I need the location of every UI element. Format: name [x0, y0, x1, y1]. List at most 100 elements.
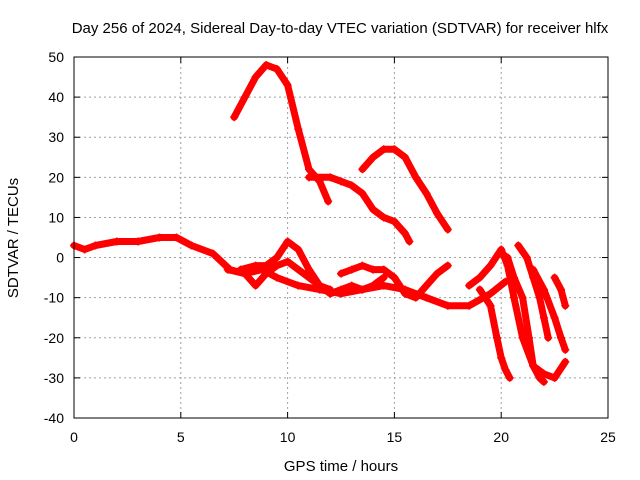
- y-tick-label: -40: [44, 410, 64, 426]
- data-point: [550, 313, 559, 322]
- data-point: [251, 261, 260, 270]
- data-point: [347, 265, 356, 274]
- data-point: [187, 241, 196, 250]
- data-point: [557, 285, 566, 294]
- data-point: [561, 357, 570, 366]
- data-point: [443, 261, 452, 270]
- data-point: [465, 301, 474, 310]
- data-point: [358, 189, 367, 198]
- data-point: [497, 353, 506, 362]
- data-point: [262, 61, 271, 70]
- data-point: [539, 285, 548, 294]
- data-point: [524, 333, 533, 342]
- data-point: [326, 285, 335, 294]
- data-point: [324, 197, 333, 206]
- data-point: [401, 153, 410, 162]
- plot-frame: [73, 56, 609, 419]
- data-point: [561, 345, 570, 354]
- data-point: [294, 245, 303, 254]
- data-point: [550, 273, 559, 282]
- data-point: [557, 333, 566, 342]
- data-point: [379, 273, 388, 282]
- data-point: [401, 229, 410, 238]
- data-point: [369, 153, 378, 162]
- data-series: [70, 61, 570, 386]
- data-point: [369, 205, 378, 214]
- data-point: [294, 125, 303, 134]
- data-point: [304, 173, 313, 182]
- y-tick-label: -10: [44, 290, 64, 306]
- data-point: [358, 285, 367, 294]
- data-point: [529, 265, 538, 274]
- data-point: [475, 285, 484, 294]
- data-point: [422, 189, 431, 198]
- data-point: [369, 265, 378, 274]
- data-point: [539, 377, 548, 386]
- series-track-10: [497, 250, 548, 386]
- data-point: [510, 293, 519, 302]
- data-point: [535, 373, 544, 382]
- series-track-3: [305, 173, 413, 245]
- data-point: [544, 333, 553, 342]
- data-point: [240, 93, 249, 102]
- data-point: [304, 265, 313, 274]
- data-point: [422, 281, 431, 290]
- data-point: [390, 217, 399, 226]
- data-point: [272, 253, 281, 262]
- x-tick-label: 5: [177, 429, 185, 445]
- chart-title: Day 256 of 2024, Sidereal Day-to-day VTE…: [72, 20, 609, 37]
- data-point: [251, 73, 260, 82]
- data-point: [262, 269, 271, 278]
- data-point: [405, 237, 414, 246]
- data-point: [492, 333, 501, 342]
- y-tick-label: 40: [48, 89, 64, 105]
- data-point: [510, 273, 519, 282]
- data-point: [315, 281, 324, 290]
- data-point: [272, 273, 281, 282]
- data-point: [304, 165, 313, 174]
- data-point: [337, 285, 345, 294]
- x-tick-label: 20: [493, 429, 509, 445]
- data-point: [251, 281, 260, 290]
- data-point: [294, 265, 303, 274]
- data-point: [550, 373, 559, 382]
- data-point: [337, 269, 345, 278]
- data-point: [304, 273, 313, 282]
- data-point: [422, 293, 431, 302]
- axis-ticks: 0 5 10 15 20 25 -40 -30 -20 -10 0 10 20 30 40 50: [44, 49, 616, 445]
- data-point: [514, 241, 523, 250]
- data-point: [443, 301, 452, 310]
- y-tick-label: 50: [48, 49, 64, 65]
- data-point: [112, 237, 121, 246]
- data-point: [240, 269, 249, 278]
- y-tick-label: 20: [48, 169, 64, 185]
- data-point: [91, 241, 100, 250]
- data-point: [497, 249, 506, 258]
- y-tick-label: 10: [48, 209, 64, 225]
- data-point: [379, 213, 388, 222]
- data-point: [369, 281, 378, 290]
- data-point: [486, 289, 495, 298]
- data-point: [465, 281, 474, 290]
- x-tick-label: 10: [280, 429, 296, 445]
- data-point: [486, 261, 495, 270]
- data-point: [294, 281, 303, 290]
- data-point: [134, 237, 143, 246]
- data-point: [401, 289, 410, 298]
- data-point: [283, 257, 292, 266]
- data-point: [535, 293, 544, 302]
- data-point: [379, 265, 388, 274]
- series-track-13: [551, 274, 569, 310]
- data-point: [326, 173, 335, 182]
- data-point: [561, 301, 570, 310]
- data-point: [283, 237, 292, 246]
- data-point: [155, 233, 164, 242]
- data-point: [475, 273, 484, 282]
- data-point: [379, 281, 388, 290]
- data-point: [503, 253, 512, 262]
- y-tick-label: -30: [44, 370, 64, 386]
- data-point: [390, 145, 399, 154]
- data-point: [272, 65, 281, 74]
- y-axis-label: SDTVAR / TECUs: [5, 178, 22, 298]
